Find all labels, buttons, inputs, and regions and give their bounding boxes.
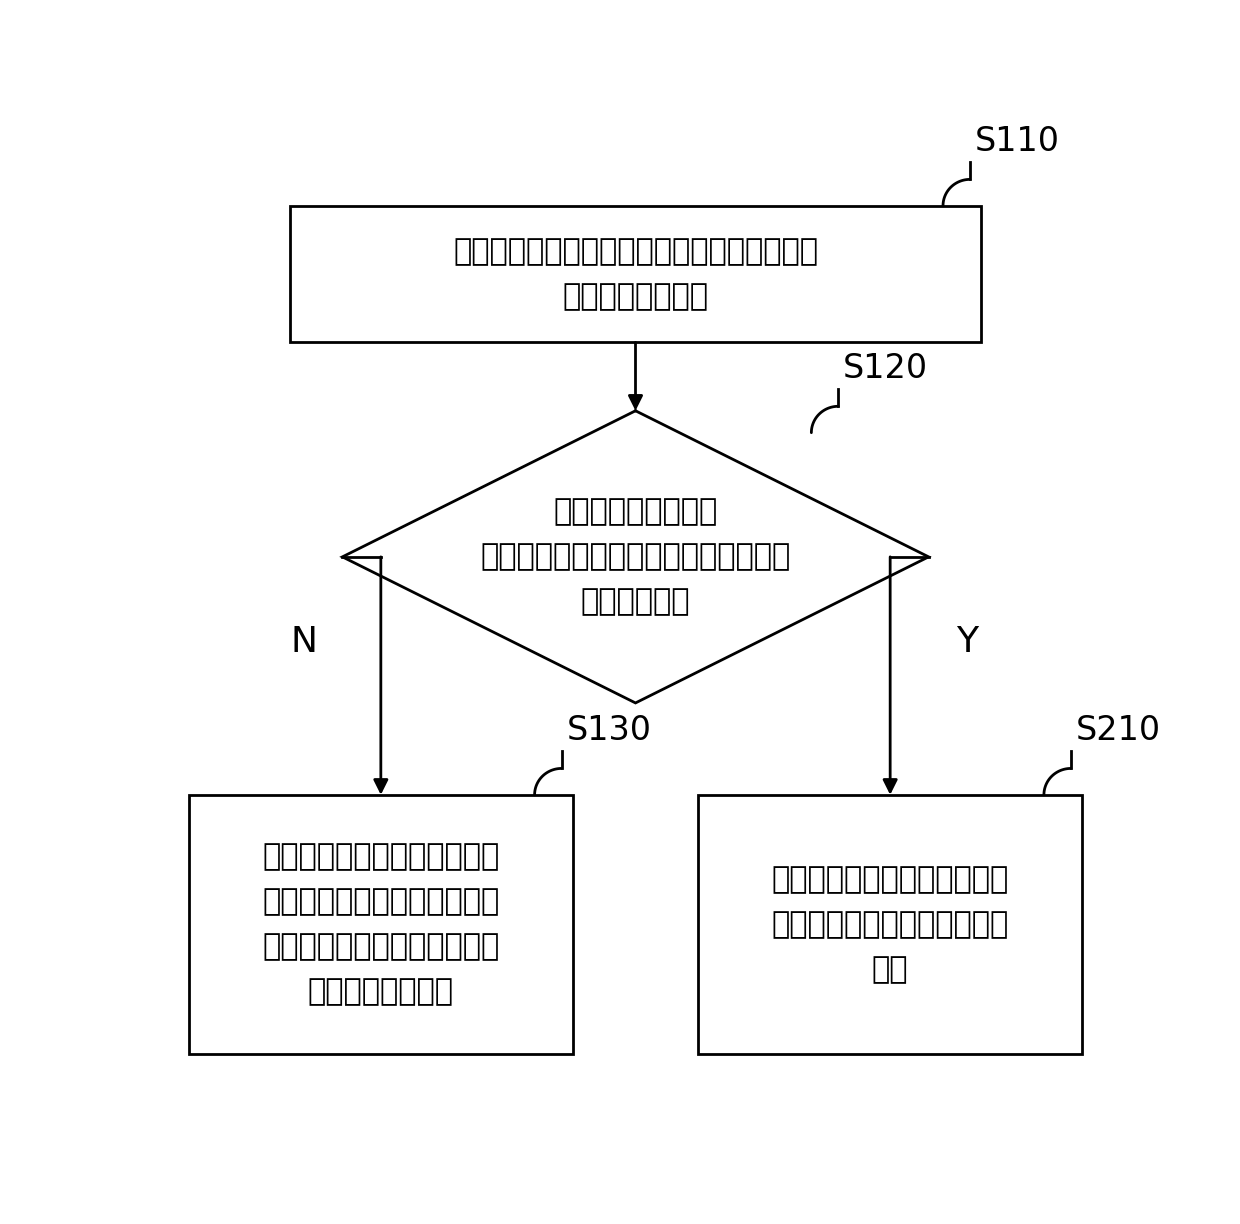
Text: N: N bbox=[290, 624, 317, 659]
Text: 根据服务节点的历史
连接状态，与服务节点进行连接尝试，
得到连接结果: 根据服务节点的历史 连接状态，与服务节点进行连接尝试， 得到连接结果 bbox=[480, 497, 791, 617]
Text: S130: S130 bbox=[567, 714, 651, 747]
Text: Y: Y bbox=[956, 624, 978, 659]
Text: S120: S120 bbox=[843, 351, 929, 384]
Polygon shape bbox=[342, 411, 929, 703]
Text: 针对任务请求，在参与负载均衡的服务节点中
选取一个服务节点: 针对任务请求，在参与负载均衡的服务节点中 选取一个服务节点 bbox=[453, 237, 818, 311]
Text: S110: S110 bbox=[975, 125, 1060, 158]
FancyBboxPatch shape bbox=[698, 794, 1083, 1054]
FancyBboxPatch shape bbox=[290, 206, 982, 343]
FancyBboxPatch shape bbox=[188, 794, 573, 1054]
Text: 将历史连接状态为不可用的服
务节点停用预设等待时间，并
在参与负载均衡的服务节点中
历选其他服务节点: 将历史连接状态为不可用的服 务节点停用预设等待时间，并 在参与负载均衡的服务节点… bbox=[262, 842, 500, 1006]
Text: S210: S210 bbox=[1075, 714, 1161, 747]
Text: 将服务节点的连接失败次数清
零，并采用服务节点处理任务
请求: 将服务节点的连接失败次数清 零，并采用服务节点处理任务 请求 bbox=[771, 865, 1009, 984]
